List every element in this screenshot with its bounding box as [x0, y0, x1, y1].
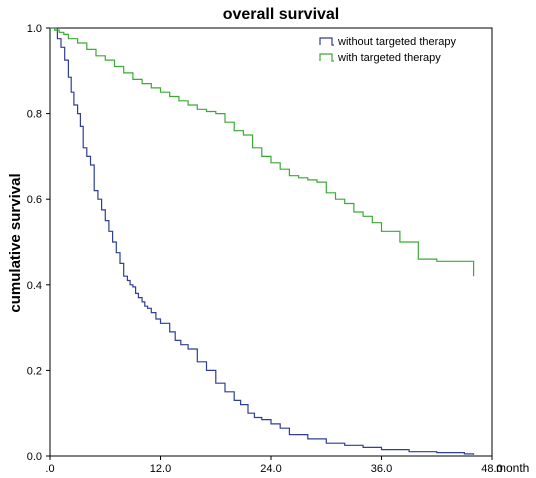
x-tick-label: 12.0: [150, 463, 171, 475]
series-line-1: [50, 27, 475, 277]
chart-title: overall survival: [223, 6, 340, 23]
y-tick-label: 0.8: [27, 109, 42, 121]
legend: without targeted therapy with targeted th…: [319, 36, 457, 64]
legend-swatch-1: [319, 53, 334, 62]
y-tick-label: 1.0: [27, 23, 42, 35]
series-layer: [50, 27, 475, 455]
x-tick-label: .0: [45, 463, 54, 475]
x-tick-label: 24.0: [260, 463, 281, 475]
x-axis-ticks: .0 12.0 24.0 36.0 48.0: [45, 456, 503, 475]
legend-swatch-0: [319, 37, 334, 46]
y-tick-label: 0.0: [27, 451, 42, 463]
y-axis-title: cumulative survival: [7, 173, 24, 312]
y-tick-label: 0.4: [27, 280, 42, 292]
y-tick-label: 0.6: [27, 194, 42, 206]
x-axis-title: month: [496, 461, 529, 475]
y-tick-label: 0.2: [27, 365, 42, 377]
legend-label-1: with targeted therapy: [337, 52, 441, 64]
y-axis-ticks: 0.0 0.2 0.4 0.6 0.8 1.0: [27, 23, 50, 463]
legend-label-0: without targeted therapy: [337, 36, 457, 48]
x-tick-label: 48.0: [481, 463, 502, 475]
x-tick-label: 36.0: [371, 463, 392, 475]
series-line-0: [50, 27, 475, 455]
